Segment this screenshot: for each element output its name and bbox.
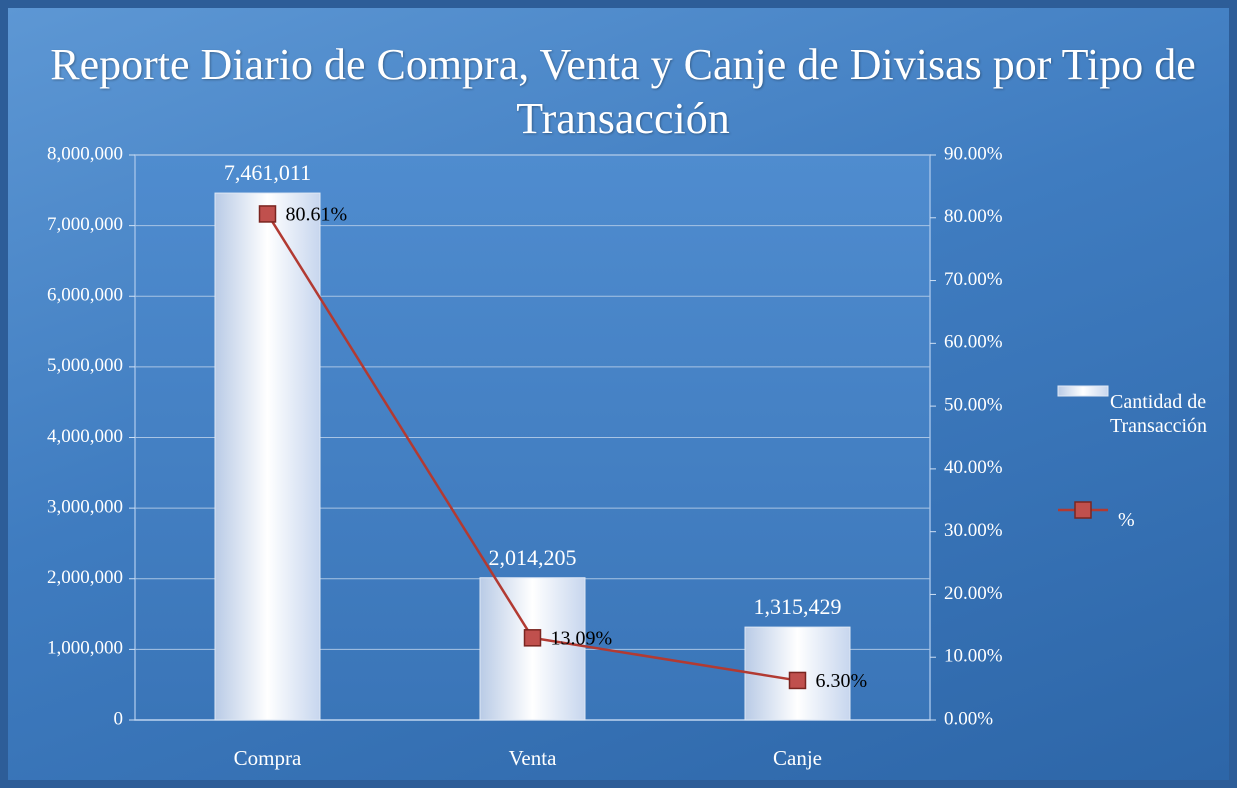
y2-tick-label: 80.00% <box>944 206 1003 227</box>
y-tick-label: 6,000,000 <box>47 285 123 306</box>
legend-key <box>1074 501 1092 519</box>
y-tick-label: 3,000,000 <box>47 496 123 517</box>
y2-tick-label: 60.00% <box>944 332 1003 353</box>
legend-label: Cantidad de Transacción <box>1110 391 1208 437</box>
bar-value-label: 1,315,429 <box>754 594 842 619</box>
bar-value-label: 2,014,205 <box>489 545 577 570</box>
legend-label: % <box>1118 509 1135 531</box>
y2-tick-label: 90.00% <box>944 143 1003 164</box>
y-tick-label: 0 <box>114 708 124 729</box>
line-value-label: 6.30% <box>816 670 868 692</box>
bar <box>214 192 321 721</box>
y2-tick-label: 70.00% <box>944 269 1003 290</box>
legend-key <box>1057 385 1109 397</box>
y2-tick-label: 0.00% <box>944 708 993 729</box>
line-marker <box>258 205 277 223</box>
line-marker <box>788 671 807 690</box>
line-value-label: 13.09% <box>551 627 613 649</box>
x-tick-label: Compra <box>234 746 302 770</box>
y2-tick-label: 10.00% <box>944 646 1003 667</box>
bar <box>479 577 586 721</box>
y-tick-label: 7,000,000 <box>47 214 123 235</box>
line-marker <box>523 629 542 647</box>
x-tick-label: Canje <box>773 746 822 770</box>
y2-tick-label: 20.00% <box>944 583 1003 604</box>
y-tick-label: 4,000,000 <box>47 426 123 447</box>
chart-title: Reporte Diario de Compra, Venta y Canje … <box>50 40 1196 143</box>
y2-tick-label: 40.00% <box>944 457 1003 478</box>
x-tick-label: Venta <box>509 746 557 770</box>
line-value-label: 80.61% <box>286 204 348 226</box>
y-tick-label: 2,000,000 <box>47 567 123 588</box>
bar-value-label: 7,461,011 <box>224 160 311 185</box>
y-tick-label: 5,000,000 <box>47 355 123 376</box>
y2-tick-label: 50.00% <box>944 394 1003 415</box>
y-tick-label: 8,000,000 <box>47 143 123 164</box>
y-tick-label: 1,000,000 <box>47 638 123 659</box>
y2-tick-label: 30.00% <box>944 520 1003 541</box>
